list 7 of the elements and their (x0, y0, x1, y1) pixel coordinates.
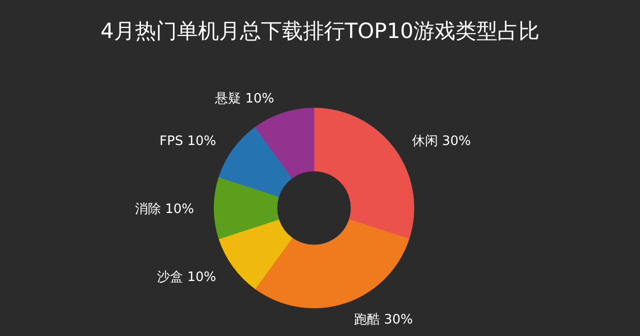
slice-label: FPS 10% (160, 134, 216, 149)
slice-label: 消除 10% (134, 202, 194, 217)
slice-label: 休闲 30% (412, 134, 471, 149)
slice-label: 跑酷 30% (354, 312, 413, 328)
slice-label: 悬疑 10% (214, 92, 274, 107)
slice-label: 沙盒 10% (157, 270, 216, 286)
chart-title: 4月热门单机月总下载排行TOP10游戏类型占比 (100, 19, 540, 43)
